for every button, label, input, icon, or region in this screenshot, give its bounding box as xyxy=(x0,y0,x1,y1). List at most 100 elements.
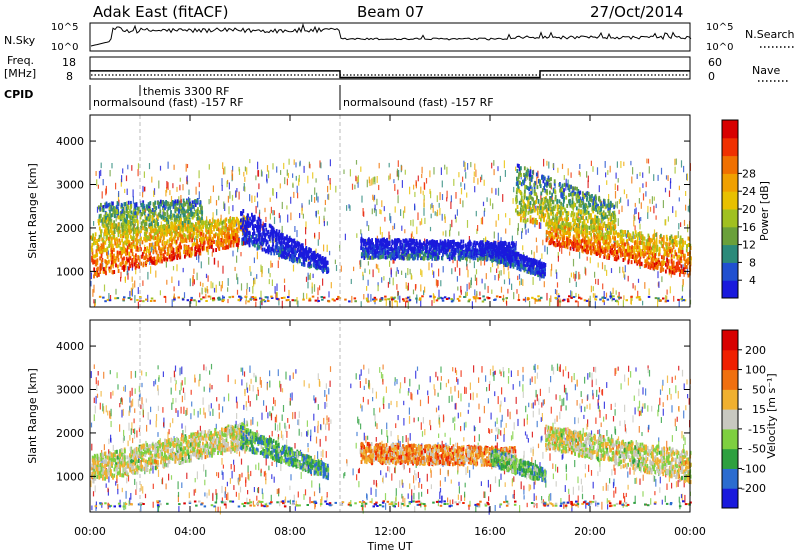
scatter-cell xyxy=(606,180,608,185)
echo-cell xyxy=(169,214,172,219)
echo-cell xyxy=(170,201,173,206)
echo-cell xyxy=(401,255,404,260)
ground-cell xyxy=(331,298,335,301)
echo-cell xyxy=(290,254,292,259)
echo-cell xyxy=(279,235,282,240)
echo-cell xyxy=(376,249,379,254)
echo-cell xyxy=(158,246,161,251)
scatter-cell xyxy=(687,205,689,212)
echo-cell xyxy=(194,242,197,247)
echo-cell xyxy=(290,249,293,254)
scatter-cell xyxy=(499,175,501,182)
scatter-cell xyxy=(381,200,383,208)
echo-cell xyxy=(154,200,157,205)
echo-cell xyxy=(368,255,370,260)
echo-cell xyxy=(174,199,177,204)
scatter-cell xyxy=(198,191,200,200)
ground-cell xyxy=(104,300,107,303)
ground-cell xyxy=(238,299,242,302)
scatter-cell xyxy=(95,171,97,176)
scatter-cell xyxy=(407,268,409,276)
echo-cell xyxy=(128,227,130,232)
echo-cell xyxy=(119,246,122,251)
scatter-cell xyxy=(445,230,447,237)
scatter-cell xyxy=(492,203,494,210)
echo-cell xyxy=(285,255,288,260)
scatter-cell xyxy=(183,292,186,298)
ground-cell xyxy=(348,300,351,303)
echo-cell xyxy=(412,256,415,261)
scatter-cell xyxy=(456,276,458,282)
echo-cell xyxy=(271,225,273,230)
scatter-cell xyxy=(633,219,635,227)
scatter-cell xyxy=(309,163,311,169)
echo-cell xyxy=(147,249,150,253)
scatter-cell xyxy=(236,289,239,295)
ground-cell xyxy=(384,295,387,298)
scatter-cell xyxy=(397,174,399,181)
scatter-cell xyxy=(480,217,482,225)
scatter-cell xyxy=(609,165,611,173)
scatter-cell xyxy=(162,211,164,218)
scatter-cell xyxy=(306,293,308,300)
echo-cell xyxy=(246,240,249,245)
echo-cell xyxy=(134,206,137,211)
echo-cell xyxy=(241,223,244,228)
echo-cell xyxy=(226,231,229,236)
echo-cell xyxy=(461,246,463,251)
ground-cell xyxy=(402,298,405,301)
scatter-cell xyxy=(186,180,189,185)
echo-cell xyxy=(167,244,170,249)
echo-cell xyxy=(217,218,220,223)
scatter-cell xyxy=(215,284,217,293)
scatter-cell xyxy=(109,170,111,177)
ground-cell xyxy=(487,297,491,299)
scatter-cell xyxy=(204,287,206,293)
scatter-cell xyxy=(493,231,495,239)
echo-cell xyxy=(249,216,251,221)
scatter-cell xyxy=(497,187,500,196)
echo-cell xyxy=(176,199,179,204)
freq-panel: Freq. [MHz] 18 8 60 0 Nave xyxy=(4,54,790,83)
echo-cell xyxy=(448,245,451,250)
scatter-cell xyxy=(412,219,414,227)
nsearch-label: N.Search xyxy=(745,28,795,41)
echo-cell xyxy=(102,220,104,225)
scatter-cell xyxy=(614,232,616,240)
echo-cell xyxy=(110,227,113,232)
scatter-cell xyxy=(360,301,362,308)
scatter-cell xyxy=(279,183,281,189)
echo-cell xyxy=(281,248,284,253)
scatter-cell xyxy=(569,251,571,256)
echo-cell xyxy=(160,202,163,207)
scatter-cell xyxy=(319,285,321,291)
echo-cell xyxy=(286,234,288,239)
echo-cell xyxy=(140,221,143,226)
scatter-cell xyxy=(284,177,286,185)
scatter-cell xyxy=(100,162,102,169)
echo-cell xyxy=(435,253,437,257)
echo-cell xyxy=(163,203,165,208)
scatter-cell xyxy=(283,278,286,283)
echo-cell xyxy=(147,216,150,221)
scatter-cell xyxy=(166,187,168,193)
scatter-cell xyxy=(216,209,218,216)
echo-cell xyxy=(188,238,191,243)
echo-cell xyxy=(251,215,254,220)
scatter-cell xyxy=(369,269,371,275)
echo-cell xyxy=(186,226,189,231)
scatter-cell xyxy=(243,183,245,190)
scatter-cell xyxy=(317,210,319,215)
ground-cell xyxy=(259,297,262,300)
scatter-cell xyxy=(634,208,636,215)
echo-cell xyxy=(115,263,117,268)
scatter-cell xyxy=(627,199,629,207)
scatter-cell xyxy=(575,270,577,279)
scatter-cell xyxy=(269,213,271,220)
echo-cell xyxy=(189,231,192,236)
scatter-cell xyxy=(444,164,446,170)
ground-cell xyxy=(190,296,193,299)
echo-cell xyxy=(121,224,124,229)
scatter-cell xyxy=(574,273,576,282)
scatter-cell xyxy=(598,185,600,193)
